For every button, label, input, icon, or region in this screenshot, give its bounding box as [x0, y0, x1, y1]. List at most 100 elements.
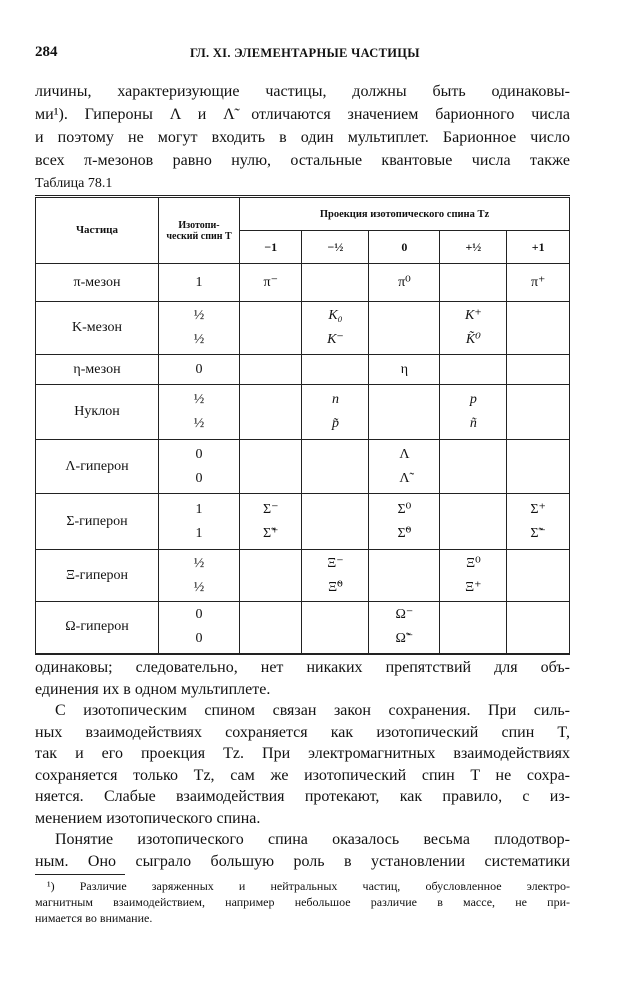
isospin-line: ½	[193, 392, 205, 407]
text-line: единения их в одном мультиплете.	[35, 680, 271, 698]
isospin-line: ½	[193, 555, 205, 571]
col-header-projection-value: −1	[238, 230, 303, 264]
projection-cell	[238, 301, 303, 355]
projection-cell	[238, 354, 303, 385]
footnote: ¹) Различие заряженных и нейтральных час…	[35, 878, 570, 926]
table-row: Λ-гиперон 0 0 Λ Λ̃	[35, 439, 570, 494]
projection-cell	[238, 439, 303, 494]
isospin-line: 0	[195, 631, 203, 647]
isospin-line: 0	[195, 446, 203, 462]
col-header-projection: Проекция изотопического спина Tz	[239, 196, 570, 231]
projection-cell: Ξ⁻ Ξ̃⁰	[301, 549, 370, 602]
isospin-line: 0	[195, 470, 203, 486]
table-row: K-мезон ½ ½ K₀ K⁻ K⁺ K̃⁰	[35, 301, 570, 355]
particle-name: K-мезон	[35, 301, 159, 355]
footnote-line: ¹) Различие заряженных и нейтральных час…	[47, 879, 570, 893]
projection-cell: Σ⁰ Σ̃⁰	[368, 493, 441, 550]
projection-cell: Σ⁺ Σ̃⁻	[506, 493, 570, 550]
footnote-rule	[35, 874, 125, 875]
isospin-line: ½	[193, 579, 205, 595]
particle-name: Σ-гиперон	[35, 493, 159, 550]
table-row: Ξ-гиперон ½ ½ Ξ⁻ Ξ̃⁰ Ξ⁰ Ξ⁺	[35, 549, 570, 602]
text-line: С изотопическим спином связан закон сохр…	[55, 702, 570, 719]
projection-cell	[439, 439, 508, 494]
projection-cell: Σ⁻ Σ̃⁺	[238, 493, 303, 550]
table-row: η-мезон 0 η	[35, 354, 570, 385]
projection-cell	[368, 549, 441, 602]
projection-cell	[238, 601, 303, 654]
projection-cell: π⁺	[506, 263, 570, 302]
projection-cell: n p̃	[301, 384, 370, 440]
isospin-line: ½	[193, 308, 205, 323]
projection-cell: Λ Λ̃	[368, 439, 441, 494]
projection-cell	[506, 354, 570, 385]
particle-name: π-мезон	[35, 263, 159, 302]
col-header-particle: Частица	[35, 196, 159, 264]
isospin-line: 1	[195, 525, 203, 541]
particle-name: Ω-гиперон	[35, 601, 159, 654]
projection-cell	[301, 493, 370, 550]
isospin-value: 1	[158, 263, 240, 302]
projection-cell: Ξ⁰ Ξ⁺	[439, 549, 508, 602]
projection-cell	[506, 439, 570, 494]
intro-paragraph: личины, характеризующие частицы, должны …	[35, 80, 570, 172]
table-row: Σ-гиперон 1 1 Σ⁻ Σ̃⁺ Σ⁰ Σ̃⁰ Σ⁺ Σ̃⁻	[35, 493, 570, 550]
text-line: ным. Оно сыграло большую роль в установл…	[35, 852, 570, 870]
projection-cell	[368, 384, 441, 440]
projection-cell: π⁰	[368, 263, 441, 302]
col-header-projection-value: +1	[506, 230, 570, 264]
isospin-line: 0	[195, 607, 203, 623]
projection-cell: K⁺ K̃⁰	[439, 301, 508, 355]
projection-cell	[368, 301, 441, 355]
text-line: одинаковы; следовательно, нет никаких пр…	[35, 659, 570, 676]
text-line: няется. Слабые взаимодействия протекают,…	[35, 788, 570, 805]
isospin-line: 1	[195, 501, 203, 517]
projection-cell	[506, 601, 570, 654]
col-header-projection-value: 0	[368, 230, 441, 264]
projection-cell	[238, 549, 303, 602]
projection-cell: Ω⁻ Ω̃⁻	[368, 601, 441, 654]
text-line: ми¹). Гипероны Λ и Λ̃ отличаются значени…	[35, 106, 570, 123]
projection-cell: η	[368, 354, 441, 385]
projection-cell	[439, 601, 508, 654]
table-row: Ω-гиперон 0 0 Ω⁻ Ω̃⁻	[35, 601, 570, 654]
text-line: Понятие изотопического спина оказалось в…	[55, 831, 570, 848]
projection-cell: π⁻	[238, 263, 303, 302]
col-header-projection-value: −½	[301, 230, 370, 264]
isospin-table: Частица Изотопи- ческий спин T Проекция …	[35, 195, 570, 655]
projection-cell	[439, 354, 508, 385]
body-text: одинаковы; следовательно, нет никаких пр…	[35, 657, 570, 872]
projection-cell	[301, 601, 370, 654]
projection-cell	[301, 439, 370, 494]
projection-cell	[506, 301, 570, 355]
text-line: и поэтому не могут входить в один мульти…	[35, 129, 570, 146]
particle-name: Нуклон	[35, 384, 159, 440]
isospin-value: 0	[158, 354, 240, 385]
col-header-spin: Изотопи- ческий спин T	[158, 196, 240, 264]
isospin-line: ½	[193, 332, 205, 347]
text-line: всех π-мезонов равно нулю, остальные ква…	[35, 152, 570, 169]
text-line: менением изотопического спина.	[35, 809, 261, 827]
projection-cell	[238, 384, 303, 440]
table-row: π-мезон 1 π⁻ π⁰ π⁺	[35, 263, 570, 302]
particle-name: η-мезон	[35, 354, 159, 385]
projection-cell: p ñ	[439, 384, 508, 440]
text-line: ных взаимодействиях сохраняется как изот…	[35, 723, 570, 741]
isospin-line: 1	[195, 274, 203, 290]
page-number: 284	[35, 44, 58, 60]
particle-name: Ξ-гиперон	[35, 549, 159, 602]
projection-cell	[506, 384, 570, 440]
text-line: личины, характеризующие частицы, должны …	[35, 83, 570, 100]
projection-cell	[301, 263, 370, 302]
footnote-line: нимается во внимание.	[35, 911, 153, 925]
particle-name: Λ-гиперон	[35, 439, 159, 494]
isospin-line: 0	[195, 361, 203, 377]
text-line: сохраняется только Tz, сам же изотопичес…	[35, 766, 570, 784]
isospin-line: ½	[193, 416, 205, 431]
